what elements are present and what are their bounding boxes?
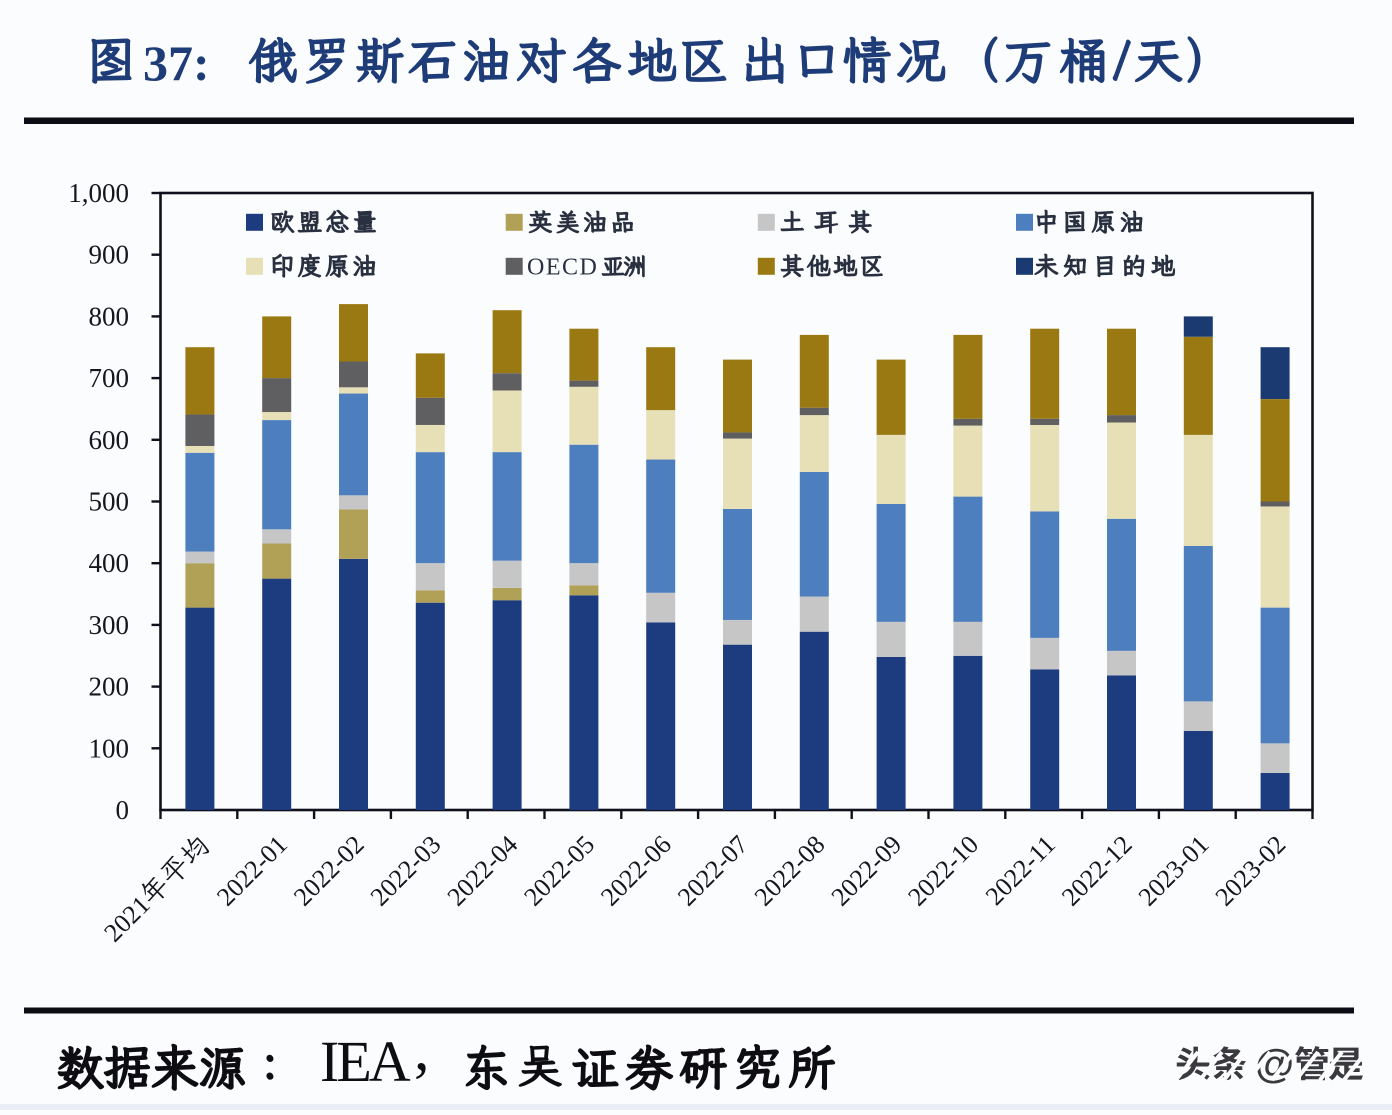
svg-text:37:: 37: — [143, 35, 210, 91]
svg-text:300: 300 — [89, 610, 130, 640]
svg-text:800: 800 — [89, 301, 130, 331]
svg-text:IEA: IEA — [320, 1029, 411, 1094]
svg-text:400: 400 — [89, 548, 130, 578]
svg-text:600: 600 — [89, 425, 130, 455]
svg-text:500: 500 — [89, 487, 130, 517]
svg-text:700: 700 — [89, 363, 130, 393]
svg-text:OECD: OECD — [527, 255, 598, 281]
svg-text:200: 200 — [89, 672, 130, 702]
svg-text:100: 100 — [89, 733, 130, 763]
svg-text:,: , — [414, 1016, 430, 1084]
svg-text:0: 0 — [116, 795, 130, 825]
svg-text:900: 900 — [89, 240, 130, 270]
svg-text:1,000: 1,000 — [68, 178, 129, 208]
